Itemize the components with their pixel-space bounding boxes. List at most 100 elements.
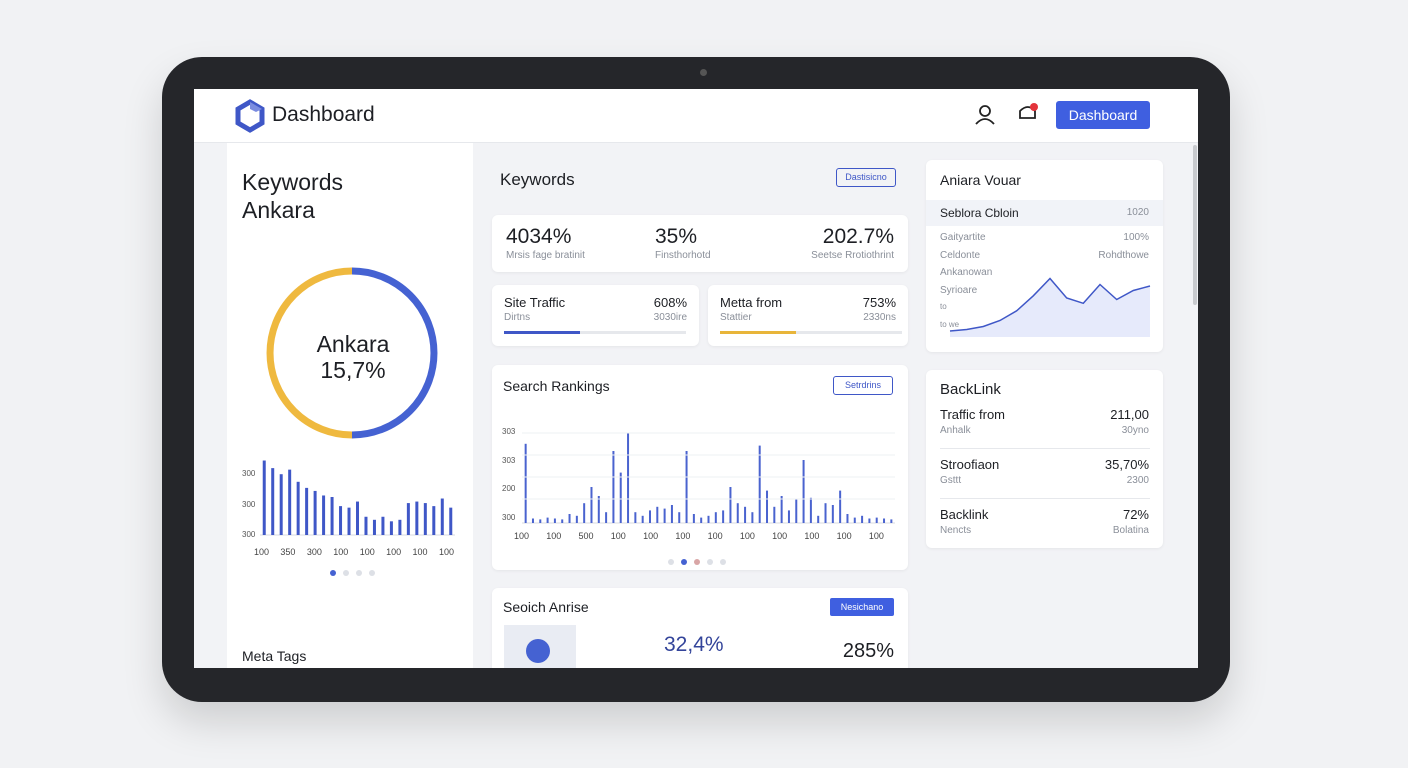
bar: [868, 518, 871, 523]
user-icon[interactable]: [975, 105, 995, 125]
row-value: 35,70%: [1104, 457, 1149, 472]
area: [950, 278, 1150, 337]
bar: [817, 515, 820, 523]
progress-track: [720, 331, 902, 334]
bar: [707, 515, 710, 523]
bar: [670, 505, 673, 523]
logo: [235, 99, 265, 133]
bar: [619, 472, 622, 523]
analysis-value: 32,4%: [664, 633, 724, 656]
pager[interactable]: [329, 569, 379, 577]
axis-label: 100: [643, 531, 659, 541]
bar: [347, 507, 351, 535]
bar: [802, 460, 805, 523]
axis-label: 100: [333, 547, 349, 557]
divider: [940, 448, 1150, 449]
bar: [575, 515, 578, 523]
screen: Dashboard Dashboard Keywords Ankara Anka…: [194, 89, 1198, 668]
header-button[interactable]: Dashboard: [1056, 101, 1150, 129]
stat-label: Seetse Rrotiothrint: [811, 250, 894, 261]
bar: [271, 468, 275, 535]
stats-card: 4034% Mrsis fage bratinit 35% Finsthorho…: [492, 215, 908, 272]
row-sub: Nencts: [940, 525, 972, 536]
metric-card: Site Traffic 608% Dirtns 3030ire: [492, 285, 699, 346]
bar: [568, 514, 571, 523]
pager[interactable]: [667, 558, 727, 566]
axis-label: 100: [610, 531, 626, 541]
bar: [553, 518, 556, 523]
bar: [758, 445, 761, 523]
bar: [524, 443, 527, 523]
sidebar-title: Keywords: [242, 169, 343, 195]
axis-label: 350: [280, 547, 296, 557]
bar: [634, 512, 637, 523]
progress-bar: [720, 331, 797, 334]
row-value: Rohdthowe: [1098, 249, 1149, 261]
bar: [339, 506, 343, 535]
bar: [296, 481, 300, 535]
axis-label: 100: [836, 531, 852, 541]
row-value: 1020: [1126, 207, 1149, 218]
stat-label: Mrsis fage bratinit: [506, 250, 585, 261]
axis-label: 100: [254, 547, 270, 557]
axis-label: 100: [804, 531, 820, 541]
row-sub: 2300: [1126, 475, 1149, 486]
metric-card: Metta from 753% Stattier 2330ns: [708, 285, 908, 346]
axis-label: 300: [242, 469, 256, 478]
card-title: Aniara Vouar: [940, 172, 1021, 188]
bar: [678, 512, 681, 523]
row-label: Celdonte: [940, 249, 981, 261]
bar: [372, 519, 376, 535]
bar: [861, 515, 864, 523]
bar-chart: [260, 460, 455, 536]
row-sub: Anhalk: [940, 425, 971, 436]
row-label: Syrioare: [940, 284, 978, 296]
rankings-card: Search Rankings Setrdrins 303 303 200 300 1…: [492, 365, 908, 570]
bar: [288, 469, 292, 535]
bar: [561, 519, 564, 523]
app-title: Dashboard: [272, 103, 375, 126]
bar: [612, 451, 615, 523]
bar: [883, 518, 886, 523]
row-value: 100%: [1123, 232, 1149, 243]
row-label: Seblora Cbloin: [940, 206, 1019, 220]
row-label: Ankanowan: [940, 267, 993, 278]
bar: [766, 490, 769, 523]
thumbnail: [504, 625, 576, 668]
row-name: Traffic from: [940, 407, 1006, 422]
area-chart: [949, 277, 1151, 337]
analysis-value: 285%: [842, 640, 894, 662]
bar: [795, 499, 798, 523]
bar: [729, 487, 732, 523]
row-label: Gaityartite: [940, 232, 986, 243]
section-button[interactable]: Dastisicno: [836, 168, 896, 187]
row-highlight: [926, 200, 1163, 226]
bar: [583, 503, 586, 523]
divider: [940, 498, 1150, 499]
notification-icon[interactable]: [1017, 103, 1039, 125]
bar: [305, 487, 309, 535]
bar: [546, 517, 549, 523]
axis-label: 100: [707, 531, 723, 541]
bar: [597, 496, 600, 523]
card-button[interactable]: Nesichano: [830, 598, 894, 616]
axis-label: 303: [502, 455, 516, 465]
camera: [700, 69, 707, 76]
bar: [648, 510, 651, 523]
metric-value: 608%: [653, 295, 687, 310]
axis-label: 100: [412, 547, 428, 557]
bar: [846, 514, 849, 523]
bar: [406, 503, 410, 535]
bar: [432, 506, 436, 535]
bar: [685, 451, 688, 523]
bar: [389, 521, 393, 535]
bar: [313, 490, 317, 535]
row-sub: Bolatina: [1112, 525, 1149, 536]
bar-chart: [522, 432, 895, 524]
row-value: 211,00: [1110, 407, 1149, 422]
progress-bar: [504, 331, 581, 334]
row-sub: Gsttt: [940, 475, 962, 486]
card-button[interactable]: Setrdrins: [833, 376, 893, 395]
axis-label: 100: [546, 531, 562, 541]
y-labels: 303 303 200 300: [502, 427, 522, 522]
